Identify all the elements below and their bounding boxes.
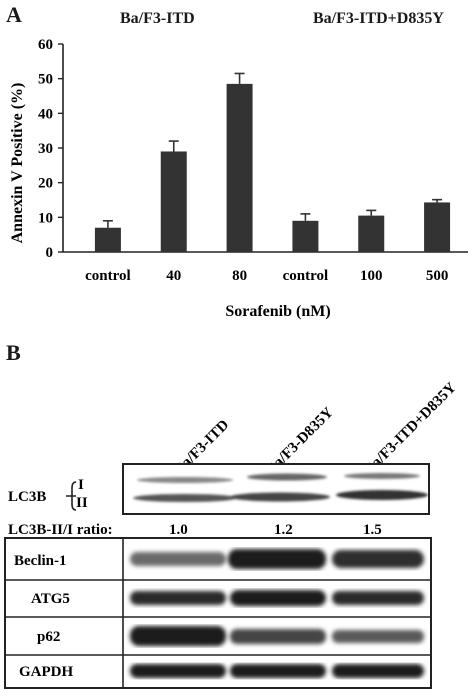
bar	[94, 227, 121, 252]
group-label-itd: Ba/F3-ITD	[120, 10, 195, 27]
category-label: 100	[360, 268, 383, 284]
ratio-value-3: 1.5	[363, 522, 382, 538]
y-tick-label: 50	[38, 72, 53, 88]
lc3b-blot-box	[122, 463, 430, 515]
beclin1-band-3	[332, 550, 424, 568]
gapdh-band-3	[332, 664, 424, 678]
lc3b-ii-band-1	[133, 494, 237, 502]
gapdh-band-2	[230, 664, 326, 678]
row-label-atg5: ATG5	[31, 591, 70, 607]
category-label: 80	[232, 268, 247, 284]
lc3b-bands	[133, 473, 428, 502]
lc3b-label: LC3B	[8, 489, 46, 505]
chart-bars	[94, 72, 451, 252]
y-tick-label: 30	[38, 141, 53, 157]
chart-categories: control 40 80 control 100 500	[85, 268, 448, 284]
atg5-bands	[130, 590, 424, 606]
bar	[160, 151, 187, 252]
category-label: control	[283, 268, 329, 284]
category-label: 40	[166, 268, 181, 284]
western-blot: Ba/F3-ITD Ba/F3-D835Y Ba/F3-ITD+D835Y LC…	[4, 380, 460, 689]
lc3b-band-i: I	[78, 477, 84, 493]
ratio-value-1: 1.0	[169, 522, 188, 538]
p62-bands	[130, 626, 424, 646]
y-tick-label: 0	[46, 245, 54, 261]
p62-band-2	[230, 629, 326, 644]
lc3b-bracket	[66, 481, 77, 511]
p62-band-3	[332, 630, 424, 643]
annexin-bar-chart: 0 10 20 30 40 50 60 control 40 80 control 100 500 A…	[9, 37, 468, 320]
bar	[424, 202, 451, 252]
y-tick-label: 10	[38, 210, 53, 226]
p62-band-1	[130, 626, 226, 646]
lc3b-i-band-3	[344, 473, 420, 479]
ratio-label: LC3B-II/I ratio:	[8, 522, 113, 538]
lc3b-ii-band-3	[336, 490, 428, 500]
row-label-gapdh: GAPDH	[19, 664, 73, 680]
chart-axes	[62, 44, 468, 253]
group-label-itd-d835y: Ba/F3-ITD+D835Y	[313, 10, 444, 27]
category-label: 500	[426, 268, 449, 284]
gapdh-band-1	[130, 664, 226, 678]
category-label: control	[85, 268, 131, 284]
ratio-value-2: 1.2	[274, 522, 293, 538]
bar	[292, 220, 319, 252]
beclin1-band-1	[130, 552, 226, 566]
beclin1-band-2	[228, 549, 326, 569]
atg5-band-3	[332, 591, 424, 605]
bar	[358, 215, 385, 252]
row-label-p62: p62	[37, 629, 60, 645]
bar	[226, 83, 253, 252]
lc3b-i-band-2	[247, 473, 327, 481]
row-label-beclin1: Beclin-1	[14, 553, 67, 569]
lc3b-i-band-1	[137, 477, 233, 483]
x-axis-label: Sorafenib (nM)	[225, 303, 330, 320]
y-tick-label: 60	[38, 37, 53, 53]
lc3b-band-ii: II	[76, 495, 88, 511]
y-tick-label: 20	[38, 176, 53, 192]
chart-ticks: 0 10 20 30 40 50 60	[38, 37, 63, 261]
panel-a-letter: A	[6, 2, 22, 27]
beclin1-bands	[130, 549, 424, 569]
panel-b-letter: B	[6, 340, 21, 365]
atg5-band-2	[230, 590, 326, 606]
lc3b-ii-band-2	[230, 492, 330, 502]
y-axis-label: Annexin V Positive (%)	[9, 83, 26, 244]
gapdh-bands	[130, 664, 424, 678]
atg5-band-1	[130, 591, 226, 605]
y-tick-label: 40	[38, 106, 53, 122]
